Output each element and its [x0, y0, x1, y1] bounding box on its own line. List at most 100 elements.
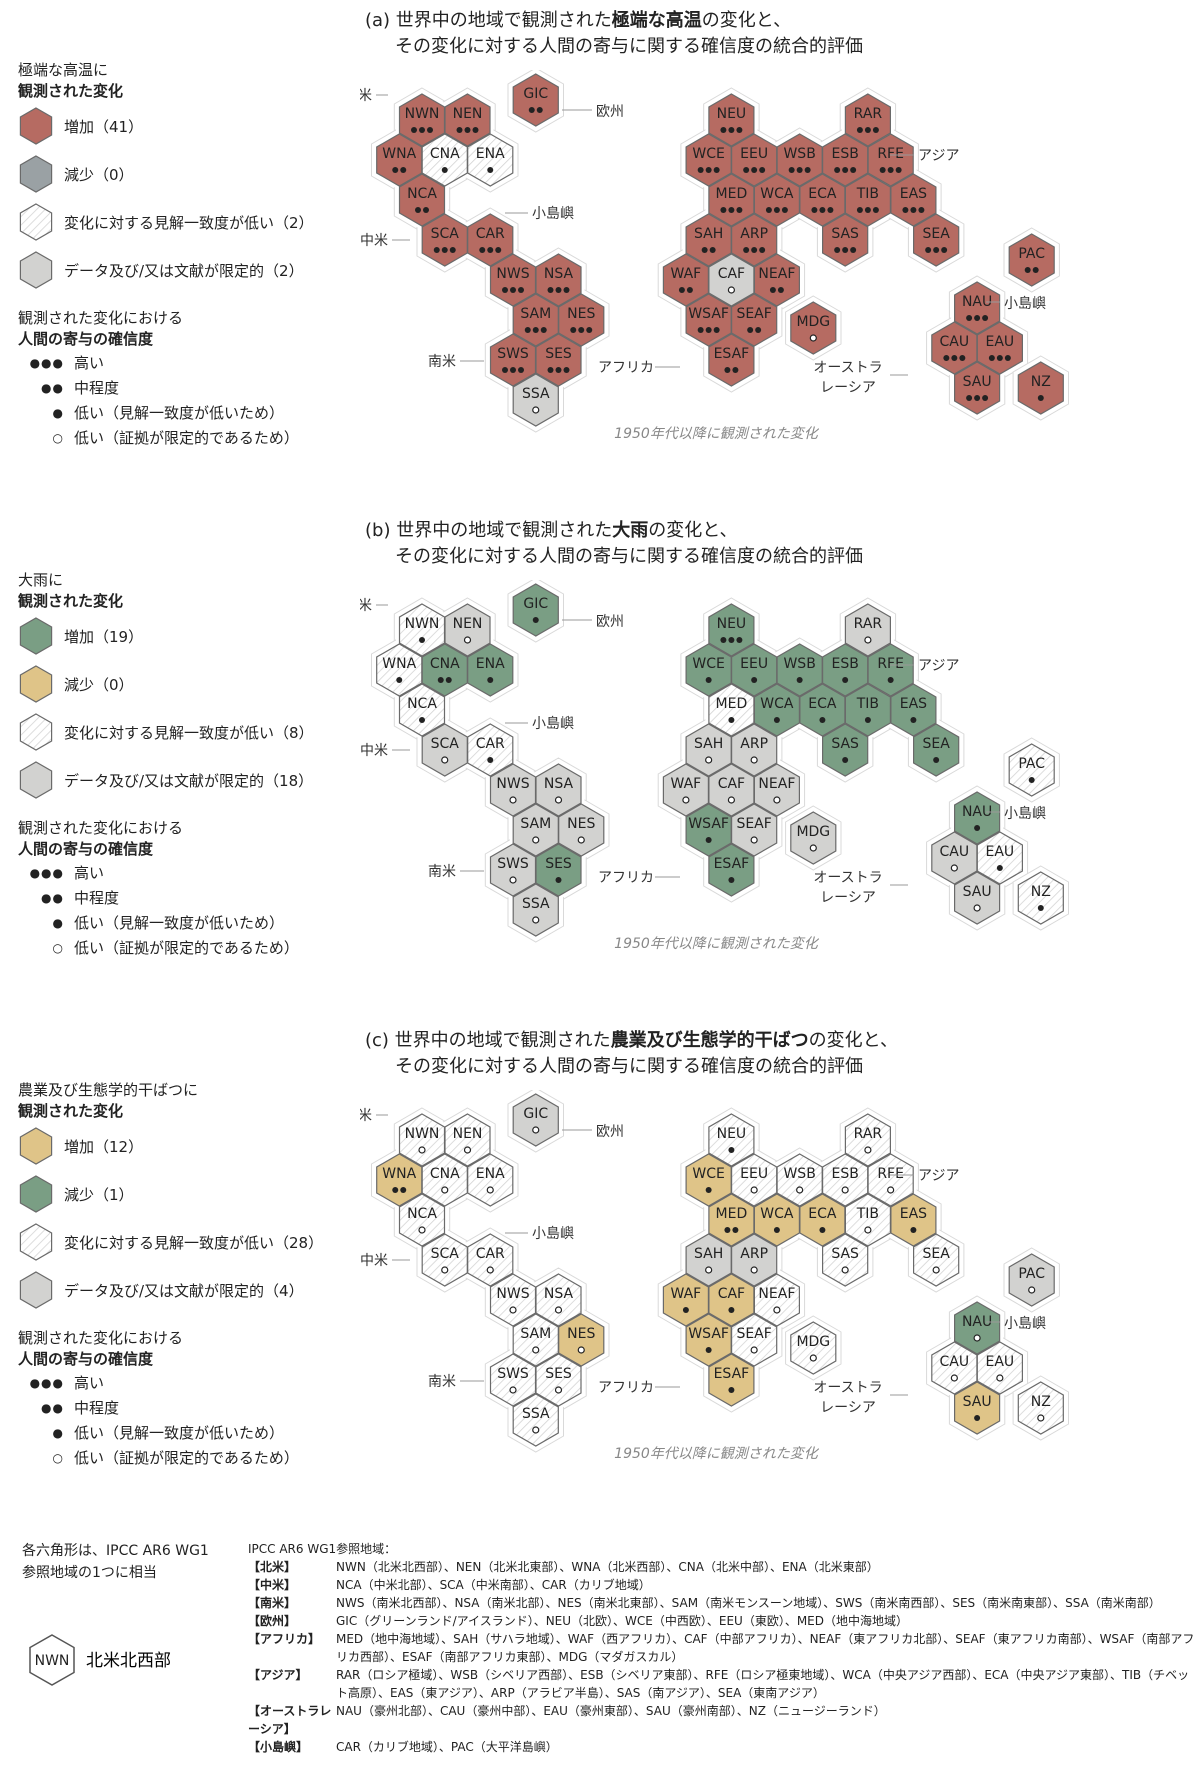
- hex-code: MDG: [796, 824, 830, 840]
- hex-nen: NEN: [444, 1113, 491, 1167]
- confidence-dot: [509, 1306, 517, 1314]
- hex-eca: ECA: [799, 683, 846, 737]
- confidence-dot: [910, 717, 917, 723]
- hex-code: ESB: [831, 146, 858, 162]
- confidence-dot: [819, 717, 826, 723]
- hex-code: ESB: [831, 1166, 858, 1182]
- hex-code: NEU: [717, 106, 747, 122]
- confidence-dot: [445, 677, 452, 683]
- legend-swatch: [19, 1271, 53, 1309]
- hex-mdg: MDG: [790, 811, 837, 865]
- hex-code: NWS: [496, 1286, 529, 1302]
- confidence-dot: [941, 247, 948, 253]
- confidence-dot: [842, 167, 849, 173]
- confidence-dot: [502, 287, 508, 293]
- legend-swatch: [19, 617, 53, 655]
- hex-rar: RAR: [844, 603, 892, 657]
- region-label-central-america: 中米: [360, 1253, 388, 1269]
- confidence-dot: [392, 1187, 399, 1193]
- hex-code: NWN: [405, 616, 440, 632]
- confidence-dot: [728, 1387, 735, 1393]
- confidence-dot: [411, 127, 417, 133]
- hex-code: NEU: [717, 616, 747, 632]
- hex-nau: NAU: [953, 281, 1001, 335]
- panel-extreme-heat: (a) 世界中の地域で観測された極端な高温の変化と、 その変化に対する人間の寄与…: [0, 0, 1204, 510]
- confidence-dot: [728, 1147, 735, 1153]
- hex-code: SAM: [520, 816, 551, 832]
- hex-shape: [953, 1381, 1001, 1435]
- hex-code: CAR: [476, 1246, 505, 1262]
- hex-sas: SAS: [822, 723, 869, 777]
- hex-code: NAU: [962, 294, 992, 310]
- hex-sea: SEA: [912, 1233, 960, 1287]
- hex-code: WSB: [783, 1166, 815, 1182]
- hex-code: CAU: [940, 334, 970, 350]
- hex-code: PAC: [1018, 246, 1045, 262]
- hex-code: EAS: [900, 1206, 927, 1222]
- hex-code: WCE: [692, 146, 724, 162]
- hex-code: WNA: [382, 146, 416, 162]
- hex-shape: [1017, 871, 1064, 925]
- hex-neaf: NEAF: [753, 1273, 800, 1327]
- hex-code: SEAF: [736, 1326, 771, 1342]
- hex-code: WSAF: [688, 816, 729, 832]
- confidence-dot: [532, 327, 539, 333]
- hex-sam: SAM: [512, 803, 559, 857]
- legend: 農業及び生態学的干ばつに 観測された変化 増加（12） 減少（1） 変化に対する見…: [18, 1080, 348, 1470]
- hex-code: NAU: [962, 1314, 992, 1330]
- hex-neu: NEU: [708, 603, 755, 657]
- hex-ses: SES: [535, 843, 582, 897]
- hex-nau: NAU: [953, 791, 1001, 845]
- hex-wca: WCA: [753, 683, 800, 737]
- hex-waf: WAF: [662, 1273, 709, 1327]
- confidence-dot: [736, 207, 743, 213]
- confidence-dot: [532, 836, 540, 844]
- hex-code: SEAF: [736, 306, 771, 322]
- hex-code: WAF: [671, 1286, 702, 1302]
- legend-swatch: [19, 1127, 53, 1165]
- hex-sau: SAU: [953, 361, 1001, 415]
- hex-shape: [953, 871, 1001, 925]
- hex-shape: [867, 643, 914, 697]
- confidence-dot: [950, 864, 958, 872]
- confidence-dot: [578, 327, 585, 333]
- region-label-central-america: 中米: [360, 743, 388, 759]
- hex-code: NZ: [1031, 884, 1051, 900]
- region-label-central-america: 中米: [360, 233, 388, 249]
- hex-shape: [953, 1301, 1001, 1355]
- hex-shape: [890, 173, 937, 227]
- confidence-dot: [918, 207, 925, 213]
- hex-code: NWS: [496, 776, 529, 792]
- region-label-australasia: オーストラ: [813, 1380, 882, 1396]
- hex-mdg: MDG: [790, 301, 837, 355]
- confidence-dot: [773, 796, 781, 804]
- legend-increase: 増加（12）: [18, 1122, 348, 1170]
- hex-shape: [535, 1353, 582, 1407]
- confidence-dot: [555, 367, 562, 373]
- confidence-dot: [495, 247, 502, 253]
- hex-code: ECA: [808, 1206, 837, 1222]
- confidence-dot: [850, 167, 857, 173]
- confidence-dot: [910, 207, 917, 213]
- confidence-dot: [415, 207, 421, 213]
- hex-shape: [535, 843, 582, 897]
- legend-decrease: 減少（0）: [18, 660, 348, 708]
- confidence-dot: [577, 836, 585, 844]
- confidence-dot: [773, 1306, 781, 1314]
- hex-shape: [976, 321, 1024, 375]
- hex-nz: NZ: [1017, 361, 1064, 415]
- hex-code: NCA: [407, 696, 437, 712]
- confidence-dot: [974, 315, 981, 321]
- confidence-dot: [396, 677, 403, 683]
- hex-rfe: RFE: [867, 643, 914, 697]
- hex-shape: [467, 1153, 514, 1207]
- hex-shape: [398, 683, 446, 737]
- confidence-dot: [554, 796, 563, 804]
- region-label-africa: アフリカ: [598, 360, 654, 376]
- hex-nca: NCA: [398, 1193, 446, 1247]
- hex-shape: [467, 723, 514, 777]
- hex-shape: [708, 843, 755, 897]
- confidence-dot: [996, 865, 1003, 871]
- confidence-dot: [827, 207, 834, 213]
- hex-eas: EAS: [890, 683, 937, 737]
